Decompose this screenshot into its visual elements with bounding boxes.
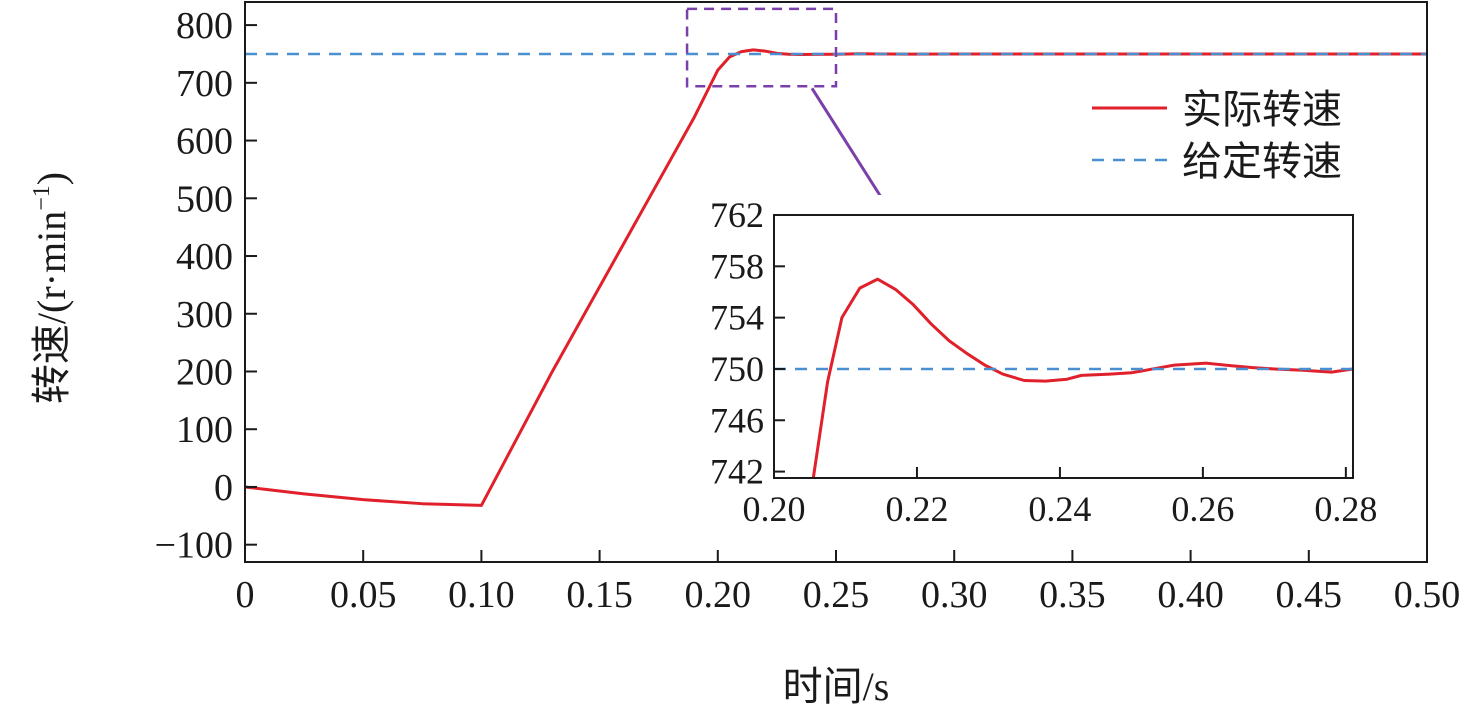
y-axis-title-main: 转速/(r·min	[29, 211, 74, 404]
main-y-tick-label: 800	[176, 5, 233, 47]
main-y-tick-label: 400	[176, 236, 233, 278]
legend: 实际转速 给定转速	[1092, 87, 1342, 185]
zoom-box	[685, 7, 838, 88]
inset-y-tick-label: 754	[710, 298, 764, 338]
inset-x-tick-label: 0.26	[1171, 489, 1234, 529]
main-x-tick-label: 0.30	[921, 574, 988, 616]
zoom-connector	[810, 87, 883, 198]
main-x-tick-label: 0.45	[1276, 574, 1343, 616]
inset-frame	[773, 214, 1354, 479]
main-y-tick-label: 100	[176, 409, 233, 451]
inset-y-tick-label: 758	[710, 246, 764, 286]
main-x-tick-label: 0	[236, 574, 255, 616]
main-x-tick-label: 0.20	[685, 574, 752, 616]
legend-label-reference: 给定转速	[1182, 139, 1342, 185]
inset-x-tick-label: 0.20	[743, 489, 806, 529]
main-y-tick-label: 500	[176, 178, 233, 220]
main-x-tick-label: 0.35	[1039, 574, 1106, 616]
main-y-tick-label: 0	[214, 467, 233, 509]
x-axis-title: 时间/s	[783, 664, 890, 709]
inset-y-tick-label: 742	[710, 452, 764, 492]
main-x-tick-label: 0.40	[1157, 574, 1224, 616]
main-y-tick-label: 300	[176, 294, 233, 336]
main-x-tick-label: 0.25	[803, 574, 870, 616]
main-y-tick-label: 200	[176, 351, 233, 393]
inset-x-tick-label: 0.28	[1314, 489, 1377, 529]
inset-series-actual-line	[811, 277, 1353, 478]
main-x-tick-label: 0.10	[448, 574, 515, 616]
inset-y-tick-label: 762	[710, 195, 764, 235]
main-y-tick-label: −100	[155, 525, 233, 567]
svg-text:转速/(r·min−1): 转速/(r·min−1)	[29, 172, 74, 404]
y-axis-title-sup: −1	[29, 185, 55, 211]
main-y-tick-label: 600	[176, 121, 233, 163]
inset-plot-area	[774, 215, 1353, 478]
inset-x-tick-label: 0.24	[1028, 489, 1091, 529]
legend-label-actual: 实际转速	[1182, 87, 1342, 133]
inset-y-tick-label: 746	[710, 400, 764, 440]
y-axis-title-close: )	[29, 172, 74, 185]
inset-x-tick-label: 0.22	[885, 489, 948, 529]
inset-plot: 0.20 0.22 0.24 0.26 0.28 742 746 750 754 758 762	[704, 195, 1377, 529]
main-x-tick-label: 0.15	[566, 574, 633, 616]
inset-y-tick-label: 750	[710, 349, 764, 389]
main-x-tick-label: 0.50	[1394, 574, 1461, 616]
y-axis-title: 转速/(r·min−1)	[29, 172, 74, 404]
main-y-tick-label: 700	[176, 63, 233, 105]
main-x-tick-label: 0.05	[330, 574, 397, 616]
